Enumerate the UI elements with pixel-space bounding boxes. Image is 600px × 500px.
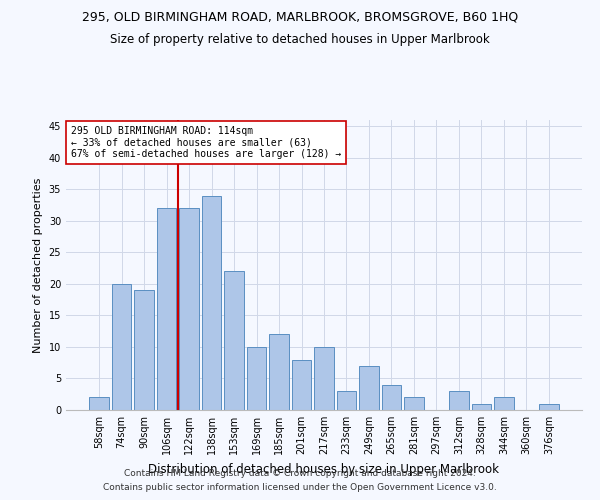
Bar [247,347,266,410]
Bar [202,196,221,410]
Text: 295, OLD BIRMINGHAM ROAD, MARLBROOK, BROMSGROVE, B60 1HQ: 295, OLD BIRMINGHAM ROAD, MARLBROOK, BRO… [82,10,518,23]
Bar [539,404,559,410]
Bar [314,347,334,410]
Bar [337,391,356,410]
Bar [269,334,289,410]
Bar [89,398,109,410]
Text: Size of property relative to detached houses in Upper Marlbrook: Size of property relative to detached ho… [110,32,490,46]
Bar [449,391,469,410]
Y-axis label: Number of detached properties: Number of detached properties [33,178,43,352]
Bar [112,284,131,410]
Bar [292,360,311,410]
Text: 295 OLD BIRMINGHAM ROAD: 114sqm
← 33% of detached houses are smaller (63)
67% of: 295 OLD BIRMINGHAM ROAD: 114sqm ← 33% of… [71,126,341,159]
X-axis label: Distribution of detached houses by size in Upper Marlbrook: Distribution of detached houses by size … [149,462,499,475]
Bar [224,272,244,410]
Bar [382,385,401,410]
Bar [494,398,514,410]
Text: Contains HM Land Registry data © Crown copyright and database right 2024.: Contains HM Land Registry data © Crown c… [124,468,476,477]
Bar [472,404,491,410]
Bar [359,366,379,410]
Bar [179,208,199,410]
Bar [157,208,176,410]
Text: Contains public sector information licensed under the Open Government Licence v3: Contains public sector information licen… [103,484,497,492]
Bar [134,290,154,410]
Bar [404,398,424,410]
